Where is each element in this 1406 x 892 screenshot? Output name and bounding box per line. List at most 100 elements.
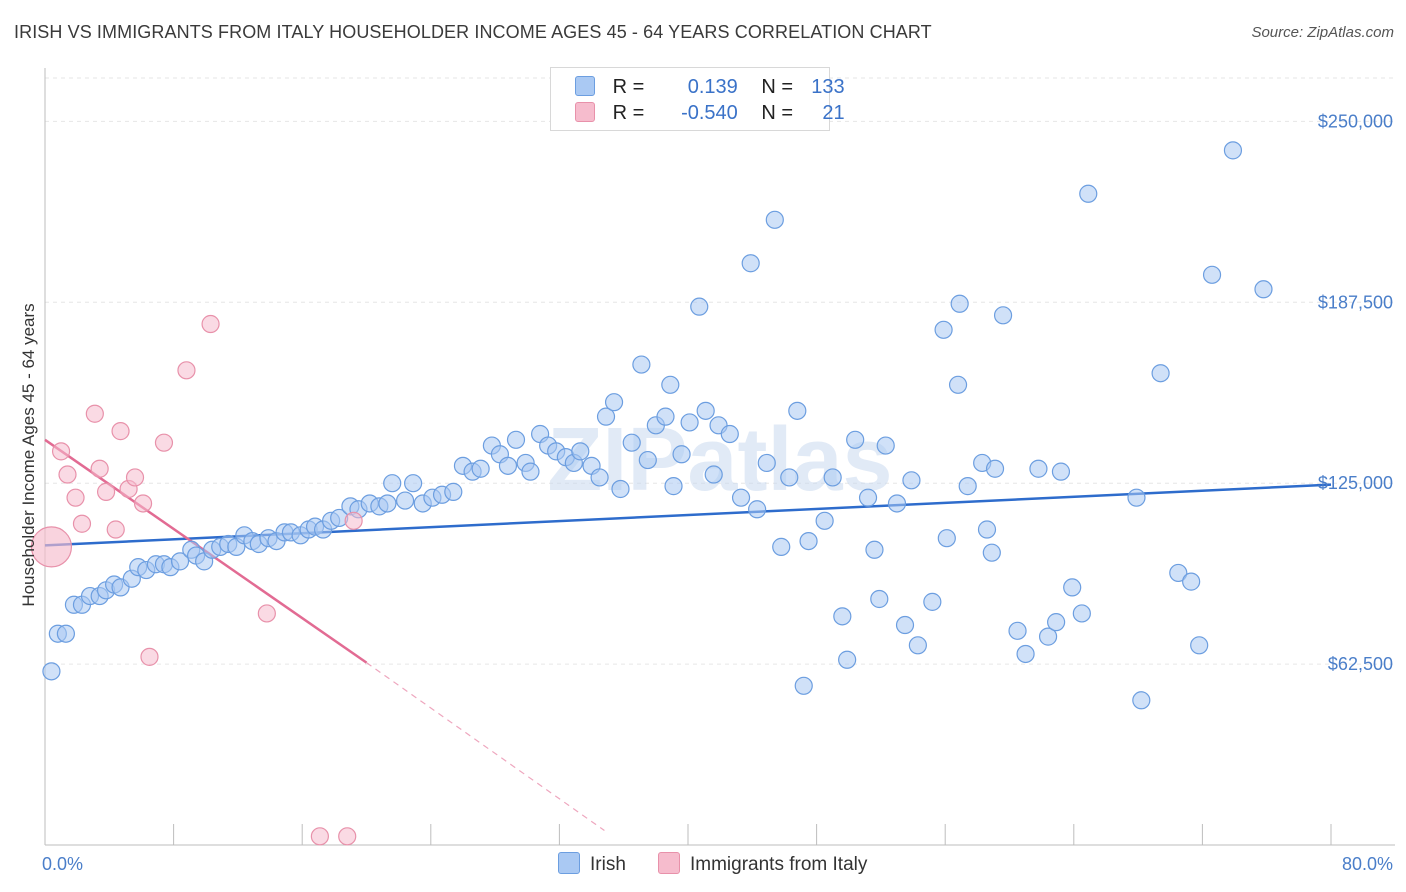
bottom-legend-label-italy: Immigrants from Italy (690, 854, 868, 875)
italy-point (111, 422, 130, 441)
irish-point (731, 488, 751, 507)
irish-point (1008, 621, 1027, 640)
irish-point (858, 488, 878, 507)
italy-point (201, 314, 220, 334)
irish-point (1169, 563, 1188, 583)
irish-point (1190, 636, 1209, 655)
irish-point (42, 662, 61, 681)
irish-point (1223, 141, 1243, 160)
irish-point (741, 254, 760, 273)
irish-point (977, 520, 997, 539)
irish-point (765, 210, 784, 229)
legend-n-label: N = (761, 76, 794, 98)
irish-point (680, 413, 699, 432)
irish-point (958, 477, 977, 496)
italy-point (344, 511, 363, 530)
irish-point (865, 540, 884, 559)
irish-point (1072, 604, 1091, 623)
irish-point (937, 529, 956, 548)
y-tick-label: $187,500 (1318, 292, 1393, 312)
italy-point (257, 604, 276, 623)
italy-point (310, 827, 329, 846)
italy-point (30, 526, 73, 568)
irish-point (1202, 265, 1222, 284)
italy-point (154, 433, 174, 452)
irish-point (1016, 644, 1035, 664)
irish-point (772, 537, 791, 556)
irish-point (1038, 627, 1058, 646)
irish-point (720, 424, 739, 444)
y-axis-label: Householder Income Ages 45 - 64 years (19, 303, 38, 606)
irish-point (656, 407, 675, 426)
irish-point (934, 320, 953, 339)
irish-point (638, 450, 657, 470)
tick-labels: $62,500 $125,000 $187,500 $250,000 0.0% 80.0% (42, 111, 1393, 874)
italy-point (125, 468, 145, 487)
irish-point (704, 465, 723, 484)
legend-row-irish: R = 0.139 N = 133 (575, 76, 845, 102)
irish-point (799, 531, 818, 551)
x-tick-label: 80.0% (1342, 854, 1393, 874)
irish-point (748, 500, 767, 519)
italy-point (90, 459, 109, 478)
irish-point (815, 511, 834, 530)
italy-point (72, 514, 92, 533)
irish-point (993, 306, 1013, 325)
bottom-legend-irish: Irish (558, 852, 626, 876)
bottom-legend-label-irish: Irish (590, 854, 626, 875)
italy-point (133, 494, 153, 513)
chart-title: IRISH VS IMMIGRANTS FROM ITALY HOUSEHOLD… (14, 22, 932, 42)
legend-row-italy: R = -0.540 N = 21 (575, 102, 845, 128)
italy-point (140, 647, 159, 666)
irish-point (846, 430, 865, 449)
irish-point (887, 494, 907, 513)
bottom-legend-swatch-irish (558, 852, 580, 874)
italy-trend-extension (366, 662, 605, 832)
irish-point (672, 445, 691, 464)
y-tick-label: $62,500 (1328, 654, 1393, 674)
bottom-legend-italy: Immigrants from Italy (658, 852, 867, 876)
irish-point (664, 477, 683, 496)
italy-point (66, 488, 85, 507)
y-tick-label: $125,000 (1318, 473, 1393, 493)
irish-point (1029, 459, 1048, 478)
legend-r-label: R = (612, 76, 645, 98)
irish-point (378, 494, 397, 513)
x-tick-label: 0.0% (42, 854, 83, 874)
italy-point (96, 482, 116, 501)
legend-swatch-irish (575, 76, 595, 96)
irish-point (1047, 613, 1066, 632)
irish-point (622, 433, 641, 452)
italy-point (106, 520, 125, 539)
irish-point (56, 624, 75, 643)
irish-point (506, 430, 526, 449)
irish-point (604, 393, 624, 412)
axes (44, 68, 1395, 846)
bottom-legend-swatch-italy (658, 852, 680, 874)
irish-point (690, 297, 709, 316)
italy-point (51, 442, 71, 461)
irish-point (632, 355, 651, 374)
irish-point (1063, 578, 1082, 597)
irish-point (1151, 364, 1170, 383)
irish-point (471, 459, 490, 478)
legend: R = 0.139 N = 133 R = -0.540 N = 21 (550, 67, 845, 131)
legend-r-value: -0.540 (681, 102, 738, 124)
irish-point (788, 401, 807, 420)
legend-n-value: 21 (822, 102, 845, 124)
irish-point (948, 375, 968, 394)
irish-point (596, 407, 616, 426)
irish-point (908, 636, 927, 655)
irish-point (794, 676, 813, 695)
irish-point (1051, 462, 1071, 481)
irish-point (870, 589, 889, 609)
legend-r-label: R = (612, 102, 645, 124)
irish-point (895, 615, 915, 635)
irish-point (985, 459, 1005, 478)
irish-point (404, 474, 423, 493)
irish-point (950, 294, 969, 313)
irish-point (823, 468, 842, 487)
irish-point (1079, 184, 1098, 203)
italy-point (58, 465, 77, 484)
